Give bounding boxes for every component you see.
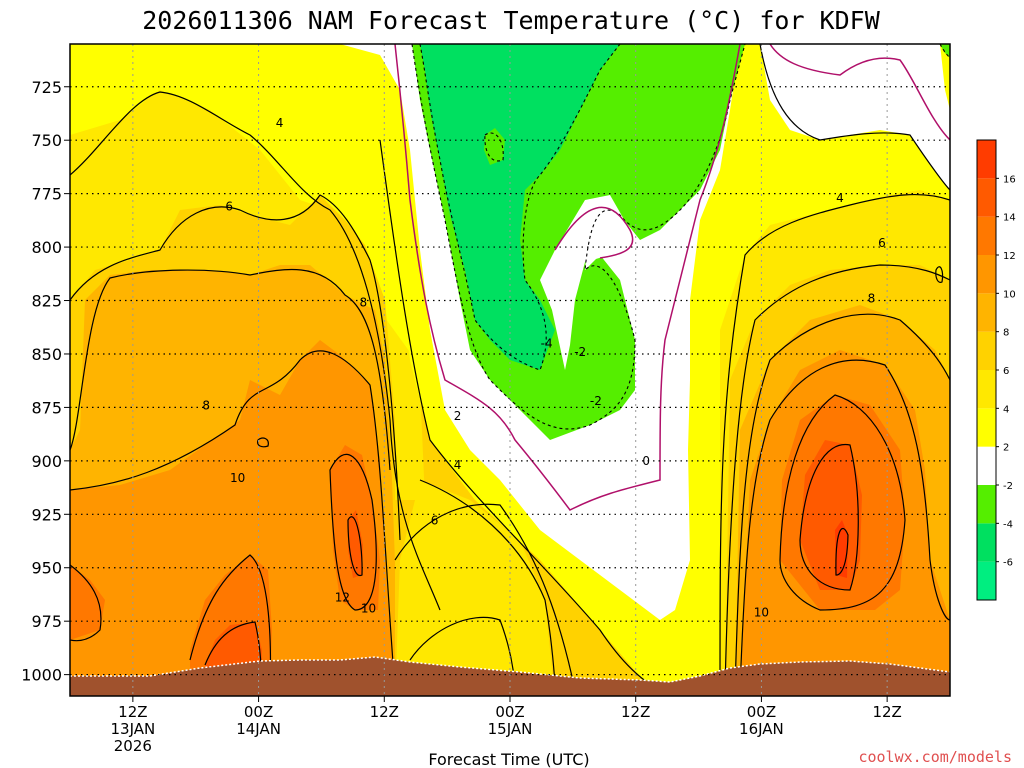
colorbar-band	[977, 140, 996, 179]
y-tick-label: 975	[31, 612, 62, 631]
contour-label: -2	[574, 345, 586, 359]
fill-10-to-12	[70, 340, 395, 696]
x-tick-label: 12Z	[872, 703, 901, 721]
colorbar-band	[977, 370, 996, 409]
colorbar-label: 10	[1003, 289, 1016, 300]
y-tick-label: 750	[31, 131, 62, 150]
x-tick-label: 16JAN	[739, 720, 784, 738]
contour-label: 2	[454, 409, 462, 423]
y-tick-label: 1000	[21, 666, 62, 685]
colorbar-label: 14	[1003, 213, 1016, 224]
colorbar-band	[977, 216, 996, 255]
colorbar-band	[977, 485, 996, 524]
colorbar-label: 12	[1003, 251, 1016, 262]
fill-near-zero-pocket	[540, 195, 640, 370]
x-tick-label: 2026	[114, 737, 152, 755]
x-tick-label: 13JAN	[110, 720, 155, 738]
contour-label: 12	[335, 591, 350, 605]
ground-surface	[70, 657, 950, 696]
credit-text: coolwx.com/models	[858, 748, 1012, 766]
ground-edge	[70, 656, 950, 683]
fill-12-to-14	[70, 565, 105, 640]
fill-4-to-6-wedge	[395, 480, 555, 696]
y-tick-label: 875	[31, 398, 62, 417]
contour-label: 6	[225, 199, 233, 213]
isotherm-lines	[70, 44, 950, 691]
contour-label: 10	[230, 471, 245, 485]
colorbar-label: -4	[1003, 519, 1013, 530]
fill-near-zero-right	[760, 44, 950, 190]
contour-label: 4	[454, 458, 462, 472]
contour-label: 6	[431, 514, 439, 528]
colorbar-label: -6	[1003, 558, 1013, 569]
y-tick-label: 950	[31, 559, 62, 578]
colorbar-band	[977, 178, 996, 217]
x-tick-label: 15JAN	[488, 720, 533, 738]
y-tick-label: 900	[31, 452, 62, 471]
colorbar-label: -2	[1003, 481, 1013, 492]
colorbar-band	[977, 523, 996, 562]
y-tick-label: 800	[31, 238, 62, 257]
contour-label: 6	[878, 236, 886, 250]
colorbar-band	[977, 255, 996, 294]
negative-isotherm-lines	[411, 44, 950, 430]
y-tick-label: 925	[31, 505, 62, 524]
colorbar-label: 8	[1003, 328, 1009, 339]
contour-label: 8	[202, 398, 210, 412]
contour-labels: 4 6 8 8 10 12 10 2 4 6 -4 -2 -2 0 4 6 8 10	[202, 116, 886, 620]
contour-label: -2	[590, 394, 602, 408]
x-axis-label: Forecast Time (UTC)	[428, 750, 589, 768]
y-tick-label: 850	[31, 345, 62, 364]
plot-area	[70, 44, 950, 696]
contour-label: 10	[361, 601, 376, 615]
chart-title: 2026011306 NAM Forecast Temperature (°C)…	[142, 6, 880, 35]
contour-label: 0	[642, 454, 650, 468]
fill-minus4-to-minus6	[420, 44, 620, 370]
colorbar-band	[977, 293, 996, 332]
x-tick-label: 14JAN	[236, 720, 281, 738]
colorbar-band	[977, 331, 996, 370]
contour-label: 4	[836, 191, 844, 205]
colorbar-band	[977, 408, 996, 447]
fill-2-to-4-upper	[70, 44, 430, 380]
x-tick-label: 12Z	[621, 703, 650, 721]
x-tick-label: 00Z	[495, 703, 524, 721]
colorbar-band	[977, 446, 996, 485]
contour-label: -4	[541, 336, 553, 350]
colorbar-label: 4	[1003, 404, 1009, 415]
colorbar-label: 16	[1003, 174, 1016, 185]
contour-label: 10	[754, 606, 769, 620]
contour-label: 8	[360, 296, 368, 310]
y-tick-label: 725	[31, 78, 62, 97]
y-tick-label: 775	[31, 185, 62, 204]
freezing-line	[394, 44, 950, 511]
x-tick-label: 00Z	[747, 703, 776, 721]
x-tick-label: 00Z	[244, 703, 273, 721]
x-tick-label: 12Z	[370, 703, 399, 721]
colorbar-label: 2	[1003, 443, 1009, 454]
y-axis: 725 750 775 800 825 850 875 900 925 950 975 1000	[21, 78, 70, 685]
colorbar: -6 -4 -2 2 4 6 8 10 12 14 16	[976, 139, 1016, 601]
colorbar-band	[977, 561, 996, 600]
grid-lines	[70, 44, 950, 696]
colorbar-label: 6	[1003, 366, 1009, 377]
y-tick-label: 825	[31, 292, 62, 311]
contour-label: 4	[276, 116, 284, 130]
contour-label: 8	[868, 291, 876, 305]
x-tick-label: 12Z	[118, 703, 147, 721]
